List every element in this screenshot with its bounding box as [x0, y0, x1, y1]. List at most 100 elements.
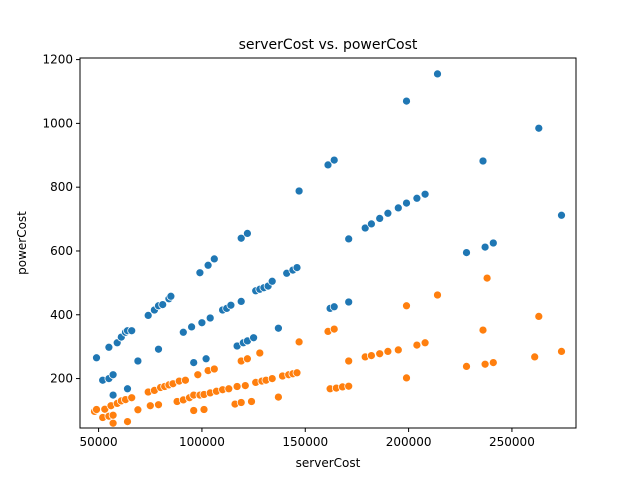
data-point — [189, 406, 199, 415]
data-point — [488, 358, 498, 367]
data-point — [383, 208, 393, 218]
data-point — [108, 410, 118, 420]
data-point — [530, 352, 540, 362]
data-point — [274, 392, 283, 402]
data-point — [462, 362, 471, 371]
data-point — [534, 123, 544, 133]
data-point — [209, 254, 219, 264]
data-point — [433, 290, 442, 300]
data-point — [375, 349, 385, 359]
data-point — [255, 348, 265, 358]
y-tick-label: 400 — [50, 308, 73, 322]
data-point — [480, 359, 490, 369]
data-point — [104, 342, 114, 352]
data-point — [158, 300, 168, 309]
data-point — [323, 160, 333, 170]
data-point — [92, 405, 101, 414]
data-point — [133, 356, 143, 366]
data-point — [178, 327, 188, 337]
data-point — [329, 302, 339, 312]
data-point — [294, 186, 304, 196]
chart-title: serverCost vs. powerCost — [239, 37, 418, 53]
data-point — [360, 223, 370, 233]
y-tick-label: 1200 — [42, 53, 73, 67]
data-point — [232, 382, 242, 391]
data-point — [205, 313, 215, 323]
x-tick-label: 50000 — [80, 435, 118, 449]
data-point — [154, 400, 163, 410]
x-tick-label: 250000 — [489, 435, 535, 449]
data-point — [247, 397, 256, 406]
y-tick-label: 1000 — [42, 116, 73, 130]
y-axis-ticks: 200 400 600 800 1000 1200 — [42, 53, 80, 386]
data-point — [249, 333, 258, 343]
data-point — [274, 323, 283, 333]
data-point — [534, 312, 544, 321]
data-point — [402, 373, 411, 383]
data-point — [143, 311, 153, 320]
data-point — [127, 393, 137, 403]
data-point — [267, 374, 277, 383]
data-point — [92, 353, 101, 363]
data-point — [203, 260, 213, 270]
data-point — [433, 69, 442, 79]
y-tick-label: 600 — [50, 244, 73, 258]
y-tick-label: 200 — [50, 372, 73, 386]
data-point — [166, 291, 176, 301]
data-point — [209, 364, 219, 374]
x-axis-ticks: 50000 100000 150000 200000 250000 — [80, 428, 535, 449]
data-point — [344, 234, 354, 244]
data-point — [187, 322, 196, 332]
data-point — [402, 198, 411, 208]
x-tick-label: 100000 — [179, 435, 225, 449]
data-point — [123, 384, 132, 394]
data-point — [108, 418, 118, 428]
data-point — [393, 203, 403, 213]
data-point — [393, 345, 403, 355]
data-point — [412, 340, 422, 350]
x-tick-label: 200000 — [386, 435, 432, 449]
data-point — [243, 354, 252, 364]
data-point — [127, 326, 137, 336]
data-point — [344, 381, 354, 391]
data-point — [193, 370, 203, 380]
data-point — [189, 358, 199, 367]
data-point — [145, 401, 155, 411]
data-point — [344, 297, 354, 307]
data-point — [224, 384, 234, 394]
data-point — [329, 155, 339, 165]
data-point — [201, 354, 211, 364]
data-point — [480, 242, 490, 252]
y-axis-label: powerCost — [15, 211, 29, 275]
data-point — [294, 337, 304, 347]
y-tick-label: 800 — [50, 180, 73, 194]
points-layer — [90, 69, 566, 428]
data-point — [402, 96, 411, 106]
data-point — [462, 248, 471, 257]
data-point — [412, 193, 422, 203]
data-point — [367, 219, 376, 229]
data-point — [195, 268, 205, 278]
data-point — [108, 370, 118, 380]
data-point — [108, 390, 118, 400]
data-point — [420, 189, 430, 199]
data-point — [375, 214, 385, 223]
data-point — [154, 344, 163, 354]
data-point — [267, 276, 277, 286]
data-point — [292, 368, 302, 378]
data-point — [226, 300, 236, 310]
data-point — [236, 398, 246, 407]
data-point — [199, 405, 209, 414]
data-point — [240, 381, 250, 390]
data-point — [329, 324, 339, 334]
data-point — [488, 238, 498, 248]
data-point — [402, 301, 411, 311]
data-point — [478, 156, 488, 166]
plot-frame — [79, 57, 577, 429]
data-point — [133, 405, 143, 415]
data-point — [383, 347, 393, 356]
data-point — [367, 351, 376, 360]
data-point — [344, 356, 354, 366]
